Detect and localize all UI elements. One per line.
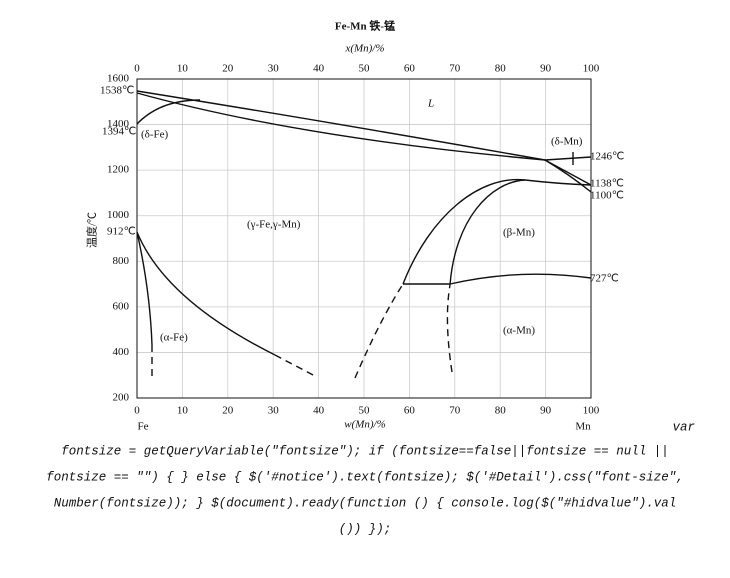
top-tick-label: 30 [268,63,280,75]
bottom-tick-label: 50 [359,405,371,417]
code-line: Number(fontsize)); } $(document).ready(f… [54,496,677,510]
annotation: 1538℃ [100,85,134,97]
annotation: (δ-Mn) [551,136,583,148]
beta-mn-outer [402,178,592,285]
gamma-boundary-dashed [274,354,316,377]
annotation: L [427,98,434,110]
top-tick-label: 20 [222,63,234,75]
title: Fe-Mn 铁-锰 [335,19,395,33]
annotation: (δ-Fe) [141,129,169,141]
annotation: 1138℃ [590,178,624,190]
bottom-tick-label: 10 [177,405,189,417]
delta-fe-boundary [136,99,201,125]
y-tick-label: 1200 [107,164,130,176]
delta-mn-top [544,156,592,161]
gamma-boundary [136,231,276,356]
code-line: ()) }); [339,522,392,536]
top-tick-label: 100 [583,63,600,75]
annotation: 1394℃ [102,126,136,138]
bottom-tick-label: 40 [313,405,325,417]
top-tick-label: 0 [134,63,140,75]
delta-mn-bottom [544,159,592,193]
y-tick-label: 600 [113,300,130,312]
annotation: (γ-Fe,γ-Mn) [247,219,301,231]
plot-frame [136,78,592,399]
alpha-fe-boundary [136,231,153,346]
code-line: fontsize == "") { } else { $('#notice').… [46,470,684,484]
y-tick-label: 200 [113,392,130,404]
annotation: Fe [138,421,149,433]
bottom-tick-label: 90 [540,405,552,417]
annotation: 912℃ [107,226,136,238]
top-tick-label: 50 [359,63,371,75]
top-tick-label: 70 [449,63,461,75]
y-tick-label: 800 [113,255,130,267]
solidus [136,92,546,161]
bottom-tick-label: 80 [495,405,507,417]
bottom-tick-label: 30 [268,405,280,417]
top-axis-label: x(Mn)/% [344,43,384,55]
bottom-tick-label: 70 [449,405,461,417]
bottom-tick-label: 20 [222,405,234,417]
y-tick-label: 1600 [107,73,130,85]
bottom-tick-label: 60 [404,405,416,417]
top-tick-label: 40 [313,63,325,75]
alpha-mn-boundary [449,273,592,285]
top-tick-label: 90 [540,63,552,75]
annotation: (α-Mn) [503,325,535,337]
annotation: (α-Fe) [160,332,188,344]
top-tick-label: 80 [495,63,507,75]
code-line: var [672,420,695,434]
bottom-axis-label: w(Mn)/% [344,419,386,431]
top-tick-label: 60 [404,63,416,75]
y-tick-label: 1400 [107,118,130,130]
annotation: (β-Mn) [503,227,535,239]
y-tick-label: 1000 [107,209,130,221]
annotation: 1100℃ [590,190,624,202]
phase-curves [136,90,592,379]
beta-mn-inner [449,179,526,286]
annotation: 727℃ [590,273,619,285]
y-tick-label: 400 [113,346,130,358]
bottom-tick-label: 100 [583,405,600,417]
bottom-tick-label: 0 [134,405,140,417]
code-line: fontsize = getQueryVariable("fontsize");… [61,444,669,458]
top-tick-label: 10 [177,63,189,75]
dashed-left [354,283,404,379]
annotation: Mn [575,421,591,433]
y-axis-label: 温度/℃ [85,212,99,248]
annotation: 1246℃ [590,151,624,163]
